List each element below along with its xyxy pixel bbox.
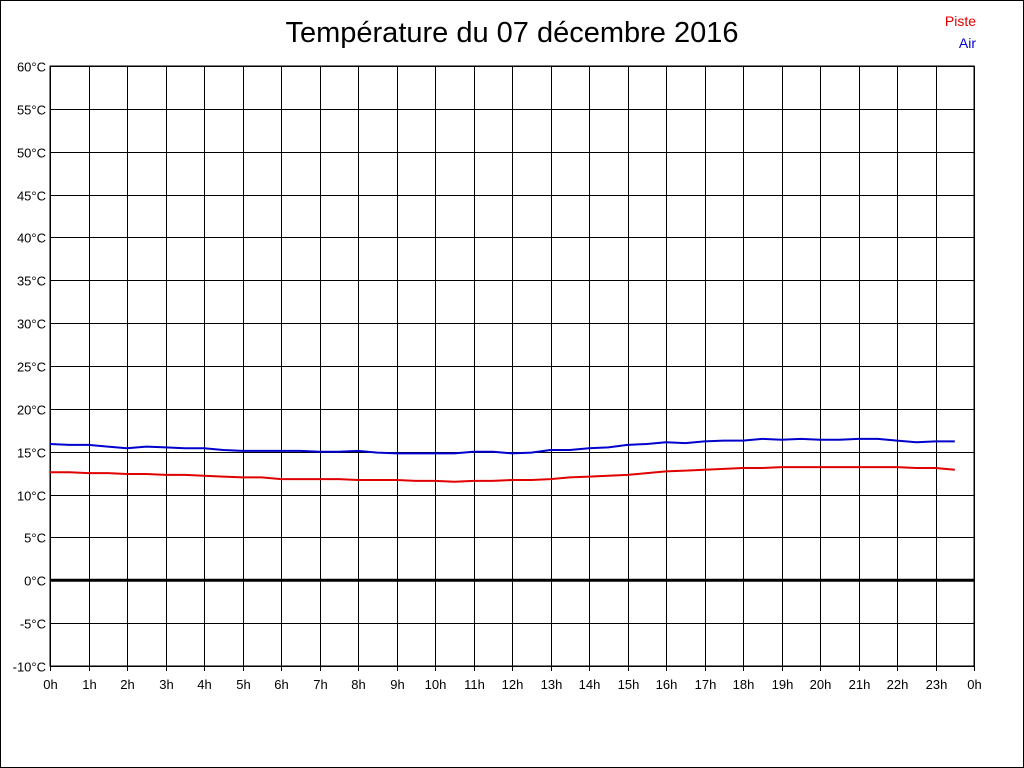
x-tick-label: 14h [579,677,601,692]
y-tick-label: 50°C [17,146,46,161]
x-tick-label: 3h [159,677,173,692]
x-tick-label: 4h [197,677,211,692]
y-tick-label: 15°C [17,446,46,461]
x-tick-label: 23h [926,677,948,692]
x-tick-label: 19h [772,677,794,692]
x-tick-label: 11h [464,677,485,692]
x-tick-label: 8h [351,677,365,692]
y-tick-label: 60°C [17,60,46,75]
y-tick-label: 0°C [24,574,46,589]
series-line-piste [50,466,955,483]
x-tick-label: 21h [849,677,871,692]
x-tick-label: 7h [313,677,327,692]
x-tick-label: 22h [887,677,909,692]
legend-item-air: Air [958,35,976,51]
x-tick-label: 5h [236,677,250,692]
x-tick-label: 15h [618,677,640,692]
x-tick-label: 12h [502,677,524,692]
x-tick-label: 13h [541,677,563,692]
legend-item-piste: Piste [944,13,976,29]
x-tick-label: 1h [82,677,96,692]
chart-title: Température du 07 décembre 2016 [285,17,739,49]
y-tick-label: 45°C [17,189,46,204]
x-tick-label: 0h [43,677,57,692]
y-tick-label: -5°C [20,617,46,632]
x-tick-label: 16h [656,677,678,692]
x-tick-label: 20h [810,677,832,692]
y-tick-label: 40°C [17,231,46,246]
y-tick-label: 10°C [17,489,46,504]
y-tick-label: 30°C [17,317,46,332]
y-tick-label: 35°C [17,274,46,289]
x-tick-label: 6h [274,677,288,692]
y-tick-label: 55°C [17,103,46,118]
x-tick-label: 0h [967,677,981,692]
x-tick-label: 17h [695,677,717,692]
x-tick-label: 9h [390,677,404,692]
x-tick-label: 10h [425,677,447,692]
x-tick-label: 18h [733,677,755,692]
y-tick-label: 20°C [17,403,46,418]
x-tick-label: 2h [120,677,134,692]
y-tick-label: 5°C [24,531,46,546]
series-line-air [49,437,955,455]
y-tick-label: 25°C [17,360,46,375]
y-tick-label: -10°C [13,660,46,675]
